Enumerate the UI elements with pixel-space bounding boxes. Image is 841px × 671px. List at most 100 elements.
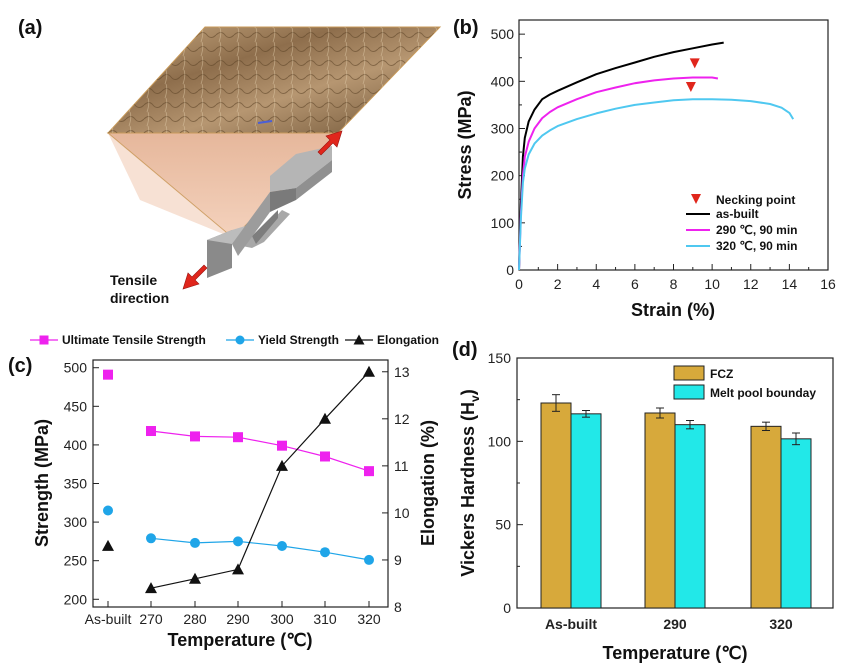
panel-b-ytick-label: 100: [491, 215, 515, 231]
panel-d-bar-melt-pool-bounday: [780, 438, 812, 609]
panel-b-necking-markers: [685, 58, 700, 92]
panel-b-xtick-label: 2: [554, 276, 562, 292]
panel-c-point-elongation: [145, 582, 157, 594]
panel-d-ytick-label: 0: [503, 600, 511, 616]
panel-c-y2tick-label: 10: [394, 505, 410, 521]
panel-c-xtick-label: 270: [139, 611, 163, 627]
panel-c-point-elongation: [319, 412, 331, 424]
panel-c-y2tick-label: 9: [394, 552, 402, 568]
panel-b-series: [518, 41, 795, 271]
panel-c-xlabel: Temperature (℃): [168, 630, 313, 650]
panel-c-line-ultimate-tensile-strength: [150, 430, 370, 472]
panel-d-ytick-label: 150: [488, 350, 512, 366]
panel-c-line-elongation: [150, 371, 370, 589]
panel-b-curve-as-built: [518, 41, 724, 271]
panel-c-legend-marker-ultimate-tensile-strength: [39, 335, 49, 345]
micrograph-scale-mark: [257, 120, 273, 124]
panel-c-y2tick-label: 8: [394, 599, 402, 615]
panel-d-ytick-label: 100: [488, 433, 512, 449]
panel-c-point-yield-strength: [190, 537, 200, 548]
panel-c-point-yield-strength: [146, 533, 156, 544]
panel-c-line-yield-strength: [150, 537, 370, 561]
panel-c-point-elongation: [102, 539, 114, 551]
necking-point-marker: [685, 81, 696, 92]
panel-c-point-ultimate-tensile-strength: [233, 432, 243, 443]
legend-label-320-90-min: 320 ℃, 90 min: [716, 239, 798, 253]
panel-d-bar-fcz: [540, 402, 572, 609]
tensile-arrow-up: [317, 130, 343, 156]
panel-d-xtick-label: 290: [663, 616, 687, 632]
panel-c-ytick-label: 200: [64, 591, 88, 607]
panel-c-point-ultimate-tensile-strength: [364, 466, 374, 477]
panel-b-xlabel: Strain (%): [631, 300, 715, 320]
necking-point-marker: [689, 58, 700, 69]
panel-c-series: [102, 365, 375, 594]
panel-d-bar-melt-pool-bounday: [674, 424, 706, 609]
panel-b-xtick-label: 10: [704, 276, 720, 292]
panel-c-y2tick-label: 12: [394, 411, 410, 427]
panel-c-ytick-label: 400: [64, 437, 88, 453]
panel-b-curve-290-90-min: [518, 76, 719, 271]
panel-c-legend-label-yield-strength: Yield Strength: [258, 333, 339, 347]
panel-c-point-elongation: [232, 563, 244, 575]
panel-c-legend-label-elongation: Elongation: [377, 333, 439, 347]
panel-d-xlabel: Temperature (℃): [603, 643, 748, 663]
panel-c-xtick-label: 310: [313, 611, 337, 627]
panel-c-xtick-label: 290: [226, 611, 250, 627]
panel-b-xtick-label: 8: [670, 276, 678, 292]
panel-b-xtick-label: 14: [782, 276, 798, 292]
panel-c-point-yield-strength: [320, 547, 330, 558]
panel-c-point-yield-strength: [233, 536, 243, 547]
panel-c-point-ultimate-tensile-strength: [103, 369, 113, 380]
micrograph-grain-texture: [108, 27, 440, 133]
panel-b-xtick-label: 0: [515, 276, 523, 292]
tensile-arrow-down: [182, 264, 208, 290]
tensile-specimen: [207, 146, 332, 278]
panel-c-ytick-label: 500: [64, 360, 88, 376]
panel-d-bars: [540, 394, 812, 609]
panel-c-label: (c): [8, 355, 32, 377]
panel-c-y2label: Elongation (%): [418, 420, 438, 546]
panel-b-xtick-label: 12: [743, 276, 759, 292]
tensile-direction-label-line2: direction: [110, 290, 169, 306]
panel-b-xtick-label: 4: [592, 276, 600, 292]
panel-c-ylabel: Strength (MPa): [32, 419, 52, 547]
panel-d-xtick-label: As-built: [545, 616, 597, 632]
panel-d-legend-swatch-fcz: [673, 365, 705, 381]
panel-c-ytick-label: 250: [64, 553, 88, 569]
tensile-direction-label-line1: Tensile: [110, 272, 157, 288]
panel-d-ylabel: Vickers Hardness (Hv): [458, 389, 482, 576]
legend-necking-marker: [691, 194, 701, 204]
panel-b-ytick-label: 500: [491, 26, 515, 42]
panel-c-legend-marker-yield-strength: [235, 335, 245, 345]
panel-b-xtick-label: 6: [631, 276, 639, 292]
panel-b-chart: (b) 0 2 4 6 8 10 12 14 16 0 100 200 300 400 500 Neckin…: [453, 17, 836, 320]
panel-a-label: (a): [18, 17, 42, 39]
panel-b-xtick-label: 16: [820, 276, 836, 292]
panel-d-bar-fcz: [750, 425, 782, 609]
panel-c-point-yield-strength: [103, 505, 113, 516]
panel-c-point-elongation: [189, 572, 201, 584]
panel-d-label: (d): [452, 339, 478, 361]
panel-d-legend-label-melt-pool-bounday: Melt pool bounday: [710, 386, 816, 400]
panel-c-point-ultimate-tensile-strength: [320, 451, 330, 462]
legend-necking-label: Necking point: [716, 193, 795, 207]
panel-c-point-yield-strength: [364, 554, 374, 565]
panel-c-point-elongation: [363, 365, 375, 377]
panel-c-point-ultimate-tensile-strength: [277, 440, 287, 451]
panel-c-ytick-label: 300: [64, 514, 88, 530]
panel-c-y2tick-label: 13: [394, 364, 410, 380]
panel-c-xtick-label: 280: [183, 611, 207, 627]
panel-d-bar-melt-pool-bounday: [570, 413, 602, 609]
panel-b-label: (b): [453, 17, 479, 39]
panel-d-chart: (d) 0 50 100 150 As-built 290 320 FCZ Melt pool…: [452, 339, 834, 663]
panel-d-ylabel-text: Vickers Hardness (Hv): [458, 389, 482, 576]
panel-b-ylabel: Stress (MPa): [455, 90, 475, 199]
panel-c-legend: Ultimate Tensile Strength Yield Strength E…: [30, 333, 439, 347]
panel-c-xtick-label: 320: [357, 611, 381, 627]
panel-c-ytick-label: 350: [64, 476, 88, 492]
panel-b-ytick-label: 200: [491, 168, 515, 184]
panel-d-xtick-label: 320: [769, 616, 793, 632]
